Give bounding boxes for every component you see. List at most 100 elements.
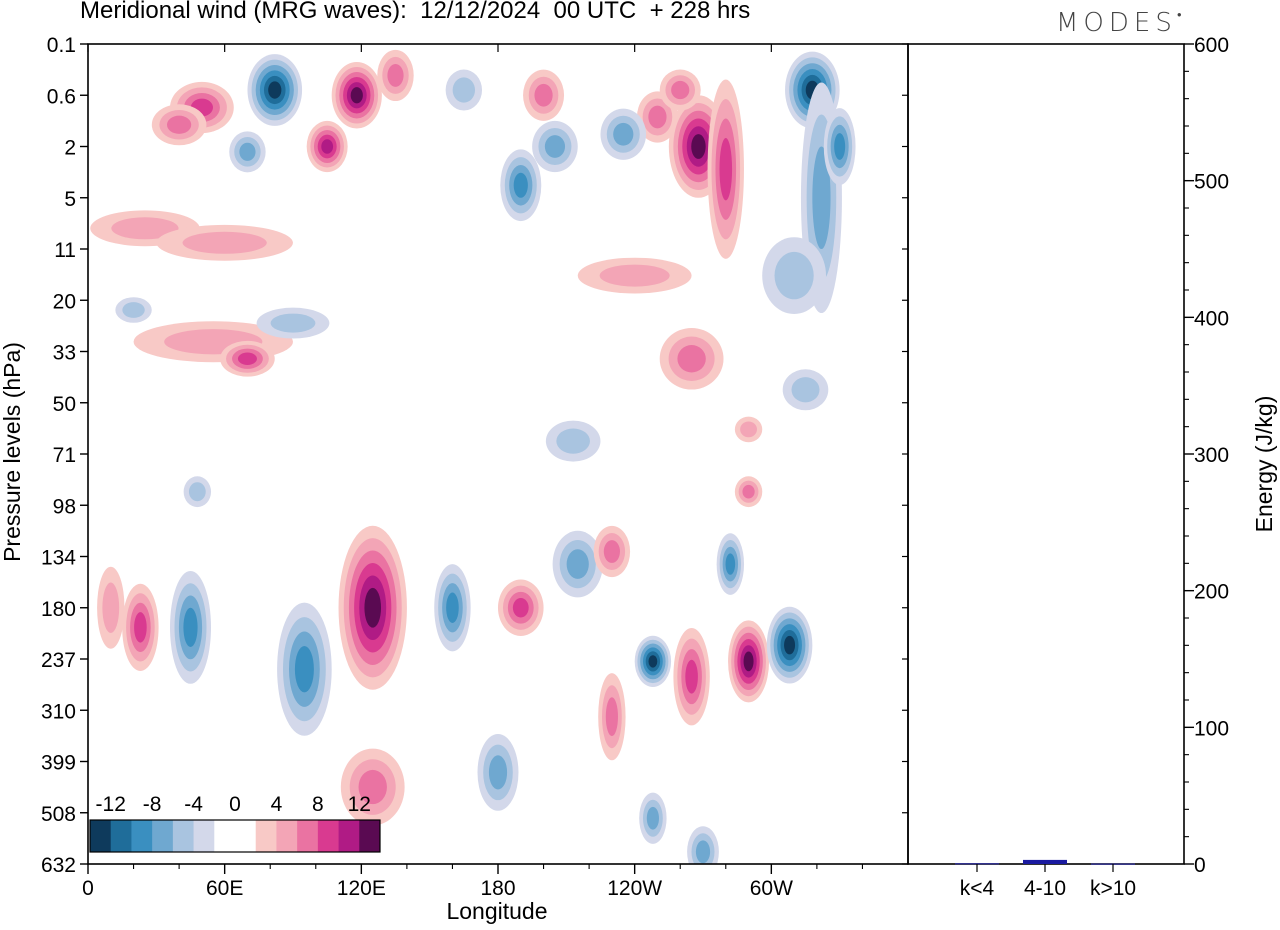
field-anomaly [183, 476, 212, 508]
field-anomaly [639, 792, 667, 844]
energy-frame [907, 43, 1185, 865]
field-anomaly [122, 583, 159, 671]
y-tick-label: 399 [41, 752, 76, 775]
contour-band [237, 352, 257, 365]
y-tick-label: 98 [53, 495, 76, 518]
energy-category-label: 4-10 [1024, 877, 1066, 900]
field-anomaly [728, 620, 770, 703]
field-anomaly [593, 525, 631, 578]
energy-tick-label: 100 [1194, 717, 1229, 740]
colorbar-swatch [110, 820, 132, 852]
contour-band [452, 77, 476, 103]
field-anomaly [256, 307, 330, 339]
y-tick-label: 5 [64, 188, 76, 211]
colorbar-label: 12 [348, 793, 371, 816]
contour-band [671, 80, 690, 100]
field-anomaly [247, 54, 303, 126]
energy-tick-label: 500 [1194, 171, 1229, 194]
contour-band [685, 659, 698, 694]
field-anomaly [523, 69, 565, 121]
energy-tick-label: 200 [1194, 581, 1229, 604]
x-tick-label: 0 [82, 877, 94, 900]
contour-band [742, 484, 755, 499]
field-anomaly [762, 237, 827, 314]
contour-band [603, 540, 620, 563]
contour-band [774, 251, 814, 300]
field-anomaly [306, 120, 348, 173]
colorbar-swatch [297, 820, 319, 852]
colorbar-swatch [131, 820, 153, 852]
contour-band [725, 553, 736, 575]
field-anomaly [97, 566, 125, 649]
field-anomaly [477, 733, 519, 811]
contour-band [599, 264, 670, 287]
colorbar-label: -8 [143, 793, 162, 816]
contour-band [613, 122, 634, 146]
y-tick-label: 0.1 [47, 34, 76, 57]
energy-tick-label: 600 [1194, 34, 1229, 57]
contour-band [358, 769, 387, 805]
contour-band [102, 582, 120, 633]
contour-band [513, 172, 528, 198]
energy-axis-label: Energy (J/kg) [1251, 396, 1277, 533]
field-anomaly [552, 530, 603, 598]
y-tick-label: 11 [54, 239, 76, 262]
contour-band [188, 482, 206, 502]
x-tick-label: 60E [206, 877, 243, 900]
field-anomaly [673, 627, 710, 726]
energy-tick-label: 0 [1194, 854, 1206, 877]
contour-band [691, 134, 706, 159]
field-anomaly [340, 748, 405, 826]
energy-tick-label: 300 [1194, 444, 1229, 467]
contour-band [270, 313, 316, 333]
energy-category-label: k>10 [1090, 877, 1136, 900]
contour-band [743, 651, 754, 672]
field-anomaly [716, 533, 745, 595]
y-tick-label: 237 [41, 649, 76, 672]
contour-band [544, 135, 566, 158]
colorbar-label: -4 [184, 793, 203, 816]
contour-band [134, 612, 147, 643]
colorbar-label: 0 [229, 793, 241, 816]
field-anomaly [434, 564, 471, 652]
contour-band [566, 549, 589, 579]
colorbar-swatch [172, 820, 194, 852]
contour-band [556, 428, 590, 454]
contour-band [784, 635, 796, 655]
contour-band [740, 421, 757, 438]
colorbar-label: 4 [271, 793, 283, 816]
y-tick-label: 0.6 [47, 85, 76, 108]
x-axis-label: Longitude [446, 898, 547, 924]
energy-bar [1023, 859, 1067, 864]
contour-band [239, 142, 256, 161]
y-tick-label: 33 [53, 342, 76, 365]
brand-logo: MODES● [1056, 8, 1182, 38]
contour-band [534, 83, 553, 107]
y-tick-label: 632 [41, 854, 76, 877]
field-anomaly [220, 340, 275, 377]
field-anomaly [532, 120, 578, 173]
field-anomaly [331, 61, 382, 129]
energy-category-label: k<4 [960, 877, 995, 900]
contour-band [321, 139, 334, 154]
field-anomaly [823, 108, 856, 185]
field-anomaly [659, 327, 724, 390]
field-anomaly [782, 369, 829, 411]
x-tick-label: 120W [607, 877, 662, 900]
field-anomaly [707, 79, 744, 259]
y-tick-label: 310 [41, 700, 76, 723]
field-anomaly [766, 606, 813, 684]
y-tick-label: 20 [53, 290, 76, 313]
colorbar-swatch [359, 820, 381, 852]
contour-band [834, 133, 846, 160]
field-anomaly [500, 149, 542, 222]
contour-band [167, 115, 192, 134]
contour-band [812, 146, 831, 250]
field-anomaly [338, 525, 407, 690]
y-tick-label: 180 [41, 598, 76, 621]
energy-bar [955, 863, 999, 865]
field-anomaly [600, 108, 647, 160]
field-anomaly [734, 476, 763, 508]
contour-band [605, 697, 618, 737]
